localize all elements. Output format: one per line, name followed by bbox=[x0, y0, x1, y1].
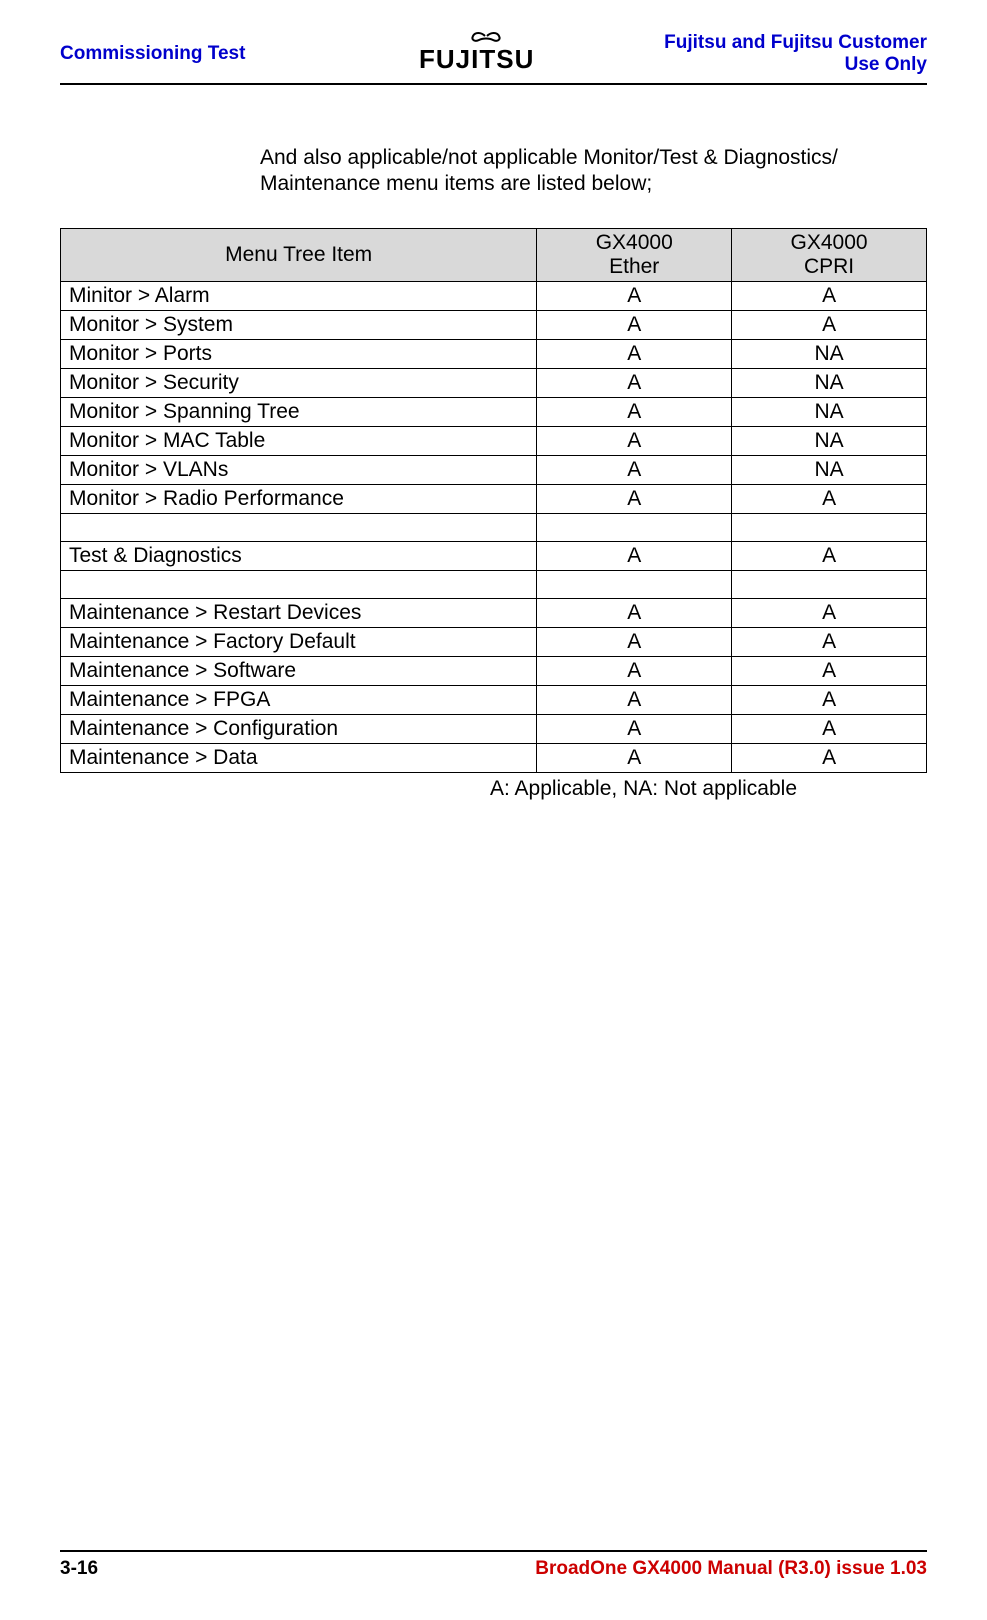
cell-item: Monitor > MAC Table bbox=[61, 426, 537, 455]
table-row: Monitor > PortsANA bbox=[61, 339, 927, 368]
cell-ether: A bbox=[537, 368, 732, 397]
cell-ether: A bbox=[537, 281, 732, 310]
cell-cpri: NA bbox=[732, 368, 927, 397]
col-header-item: Menu Tree Item bbox=[61, 228, 537, 281]
cell-cpri: A bbox=[732, 656, 927, 685]
footer-manual-title: BroadOne GX4000 Manual (R3.0) issue 1.03 bbox=[535, 1558, 927, 1580]
intro-paragraph: And also applicable/not applicable Monit… bbox=[260, 145, 867, 198]
cell-item: Maintenance > Software bbox=[61, 656, 537, 685]
cell-ether: A bbox=[537, 714, 732, 743]
cell-item: Minitor > Alarm bbox=[61, 281, 537, 310]
cell-cpri bbox=[732, 513, 927, 541]
cell-cpri bbox=[732, 570, 927, 598]
col-header-cpri-text: GX4000CPRI bbox=[791, 231, 868, 278]
table-row: Maintenance > DataAA bbox=[61, 743, 927, 772]
cell-ether: A bbox=[537, 656, 732, 685]
page-footer: 3-16 BroadOne GX4000 Manual (R3.0) issue… bbox=[60, 1550, 927, 1580]
header-left-text: Commissioning Test bbox=[60, 43, 349, 65]
cell-item: Monitor > VLANs bbox=[61, 455, 537, 484]
fujitsu-logo: FUJITSU bbox=[349, 30, 638, 77]
table-row: Minitor > AlarmAA bbox=[61, 281, 927, 310]
cell-ether bbox=[537, 513, 732, 541]
table-row: Maintenance > Factory DefaultAA bbox=[61, 627, 927, 656]
cell-cpri: A bbox=[732, 541, 927, 570]
cell-item: Maintenance > FPGA bbox=[61, 685, 537, 714]
cell-item: Monitor > Radio Performance bbox=[61, 484, 537, 513]
cell-ether: A bbox=[537, 455, 732, 484]
cell-ether bbox=[537, 570, 732, 598]
cell-item: Maintenance > Restart Devices bbox=[61, 598, 537, 627]
table-row: Monitor > SystemAA bbox=[61, 310, 927, 339]
table-header-row: Menu Tree Item GX4000Ether GX4000CPRI bbox=[61, 228, 927, 281]
cell-cpri: NA bbox=[732, 455, 927, 484]
cell-cpri: A bbox=[732, 714, 927, 743]
cell-ether: A bbox=[537, 484, 732, 513]
cell-item: Monitor > Ports bbox=[61, 339, 537, 368]
table-legend: A: Applicable, NA: Not applicable bbox=[60, 777, 927, 801]
col-header-ether-text: GX4000Ether bbox=[596, 231, 673, 278]
table-row: Monitor > VLANsANA bbox=[61, 455, 927, 484]
cell-cpri: A bbox=[732, 281, 927, 310]
cell-cpri: NA bbox=[732, 397, 927, 426]
col-header-ether: GX4000Ether bbox=[537, 228, 732, 281]
footer-page-number: 3-16 bbox=[60, 1558, 98, 1580]
table-row: Test & DiagnosticsAA bbox=[61, 541, 927, 570]
table-row bbox=[61, 570, 927, 598]
cell-ether: A bbox=[537, 743, 732, 772]
cell-item bbox=[61, 570, 537, 598]
table-row: Monitor > SecurityANA bbox=[61, 368, 927, 397]
cell-ether: A bbox=[537, 426, 732, 455]
cell-item: Monitor > System bbox=[61, 310, 537, 339]
col-header-cpri: GX4000CPRI bbox=[732, 228, 927, 281]
cell-ether: A bbox=[537, 598, 732, 627]
cell-item: Monitor > Spanning Tree bbox=[61, 397, 537, 426]
cell-ether: A bbox=[537, 685, 732, 714]
cell-item: Monitor > Security bbox=[61, 368, 537, 397]
cell-cpri: NA bbox=[732, 426, 927, 455]
cell-ether: A bbox=[537, 310, 732, 339]
table-row: Maintenance > SoftwareAA bbox=[61, 656, 927, 685]
cell-cpri: A bbox=[732, 627, 927, 656]
table-row: Monitor > Spanning TreeANA bbox=[61, 397, 927, 426]
cell-item: Maintenance > Factory Default bbox=[61, 627, 537, 656]
table-row bbox=[61, 513, 927, 541]
header-right-text: Fujitsu and Fujitsu Customer Use Only bbox=[638, 32, 927, 76]
table-row: Maintenance > ConfigurationAA bbox=[61, 714, 927, 743]
cell-item: Test & Diagnostics bbox=[61, 541, 537, 570]
table-row: Maintenance > Restart DevicesAA bbox=[61, 598, 927, 627]
cell-cpri: A bbox=[732, 310, 927, 339]
table-row: Monitor > Radio PerformanceAA bbox=[61, 484, 927, 513]
cell-cpri: A bbox=[732, 743, 927, 772]
cell-ether: A bbox=[537, 339, 732, 368]
table-row: Monitor > MAC TableANA bbox=[61, 426, 927, 455]
cell-cpri: A bbox=[732, 598, 927, 627]
cell-ether: A bbox=[537, 627, 732, 656]
menu-tree-table: Menu Tree Item GX4000Ether GX4000CPRI Mi… bbox=[60, 228, 927, 773]
cell-item: Maintenance > Configuration bbox=[61, 714, 537, 743]
page-header: Commissioning Test FUJITSU Fujitsu and F… bbox=[60, 30, 927, 85]
table-row: Maintenance > FPGAAA bbox=[61, 685, 927, 714]
cell-item bbox=[61, 513, 537, 541]
cell-item: Maintenance > Data bbox=[61, 743, 537, 772]
svg-text:FUJITSU: FUJITSU bbox=[419, 44, 534, 72]
cell-cpri: A bbox=[732, 484, 927, 513]
cell-ether: A bbox=[537, 397, 732, 426]
fujitsu-logo-icon: FUJITSU bbox=[419, 30, 569, 72]
cell-ether: A bbox=[537, 541, 732, 570]
cell-cpri: NA bbox=[732, 339, 927, 368]
cell-cpri: A bbox=[732, 685, 927, 714]
